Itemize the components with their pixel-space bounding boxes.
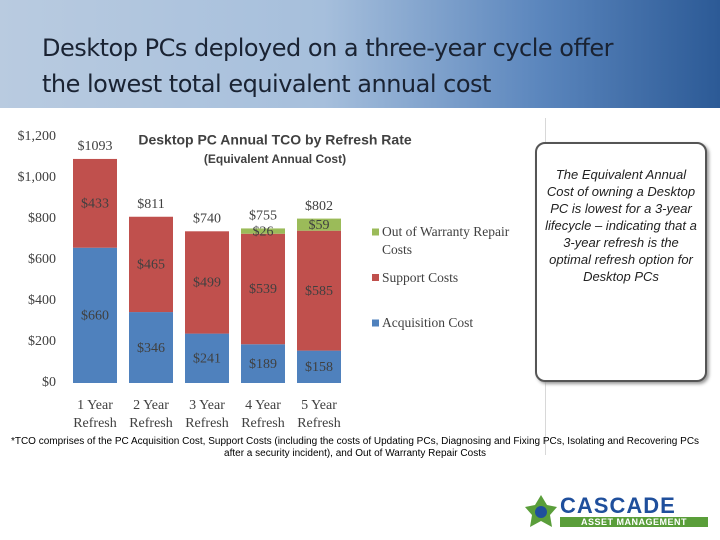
y-tick-label: $400 xyxy=(28,293,56,308)
y-tick-label: $600 xyxy=(28,252,56,267)
x-tick-label: 2 Year Refresh xyxy=(129,398,173,431)
logo-name: CASCADE xyxy=(560,493,676,518)
bar-segment xyxy=(129,312,173,383)
bar-segment xyxy=(297,350,341,383)
x-tick-label: 5 Year Refresh xyxy=(297,398,341,431)
legend-label: Support Costs xyxy=(382,269,459,285)
callout-text: The Equivalent Annual Cost of owning a D… xyxy=(545,167,697,284)
callout-box: The Equivalent Annual Cost of owning a D… xyxy=(535,142,707,382)
total-label: $740 xyxy=(193,212,221,227)
legend-label-box: Out of Warranty Repair Costs xyxy=(382,224,510,257)
data-label: $585 xyxy=(305,284,333,299)
data-label: $660 xyxy=(81,309,109,324)
total-label: $755 xyxy=(249,208,277,223)
bar-segment xyxy=(297,218,341,231)
total-label: $802 xyxy=(305,199,333,214)
x-tick-label-box: 3 Year Refresh xyxy=(185,398,229,431)
slide-title: Desktop PCs deployed on a three-year cyc… xyxy=(42,34,614,98)
bar-segment xyxy=(185,231,229,334)
total-label: $1093 xyxy=(78,139,113,154)
legend-label: Acquisition Cost xyxy=(382,315,474,330)
legend-swatch xyxy=(372,228,379,236)
bar-segment xyxy=(297,230,341,351)
y-tick-label: $800 xyxy=(28,211,56,226)
chart: Desktop PC Annual TCO by Refresh Rate (E… xyxy=(18,129,510,431)
bar-segment xyxy=(241,344,285,383)
chart-subtitle: (Equivalent Annual Cost) xyxy=(204,152,346,166)
data-label: $189 xyxy=(249,357,277,372)
bar-segment xyxy=(129,216,173,313)
data-label: $241 xyxy=(193,352,221,367)
x-tick-label: 1 Year Refresh xyxy=(73,398,117,431)
bar-segment xyxy=(73,247,117,383)
data-label: $26 xyxy=(253,224,274,239)
data-label: $465 xyxy=(137,258,165,273)
data-label: $539 xyxy=(249,282,277,297)
logo-dot xyxy=(535,506,547,518)
bar-segment xyxy=(185,333,229,383)
legend-label-box: Support Costs xyxy=(382,269,459,285)
data-label: $158 xyxy=(305,360,333,375)
footnote: *TCO comprises of the PC Acquisition Cos… xyxy=(10,436,700,459)
chart-title: Desktop PC Annual TCO by Refresh Rate xyxy=(138,132,412,148)
bar-segment xyxy=(73,158,117,248)
x-tick-label: 3 Year Refresh xyxy=(185,398,229,431)
data-label: $499 xyxy=(193,276,221,291)
data-label: $346 xyxy=(137,341,165,356)
legend-swatch xyxy=(372,274,379,281)
logo: CASCADE ASSET MANAGEMENT xyxy=(524,493,714,533)
legend-label-box: Acquisition Cost xyxy=(382,315,474,330)
bar-segment xyxy=(241,228,285,234)
x-tick-label-box: 5 Year Refresh xyxy=(297,398,341,431)
x-tick-label-box: 1 Year Refresh xyxy=(73,398,117,431)
chart-panel: Desktop PC Annual TCO by Refresh Rate (E… xyxy=(0,118,546,455)
x-tick-label: 4 Year Refresh xyxy=(241,398,285,431)
legend-swatch xyxy=(372,319,379,327)
total-label: $811 xyxy=(137,197,164,212)
data-label: $59 xyxy=(309,218,330,233)
x-tick-label-box: 2 Year Refresh xyxy=(129,398,173,431)
data-label: $433 xyxy=(81,197,109,212)
legend-label: Out of Warranty Repair Costs xyxy=(382,224,510,257)
y-tick-label: $200 xyxy=(28,334,56,349)
header-banner: Desktop PCs deployed on a three-year cyc… xyxy=(0,0,720,108)
y-tick-label: $1,000 xyxy=(18,170,57,185)
x-tick-label-box: 4 Year Refresh xyxy=(241,398,285,431)
y-tick-label: $0 xyxy=(42,375,56,390)
logo-tagline: ASSET MANAGEMENT xyxy=(560,517,708,527)
y-tick-label: $1,200 xyxy=(18,129,57,144)
logo-icon xyxy=(525,495,557,527)
bar-segment xyxy=(241,233,285,345)
